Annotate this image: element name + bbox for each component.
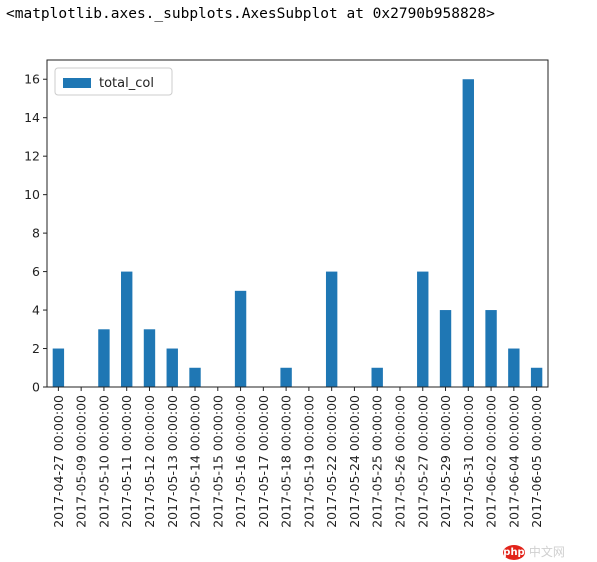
x-tick-label: 2017-06-04 00:00:00	[506, 395, 521, 528]
x-tick-label: 2017-05-27 00:00:00	[415, 395, 430, 528]
legend-box	[54, 67, 173, 96]
x-tick-label: 2017-05-10 00:00:00	[96, 395, 111, 528]
output-repr-text: <matplotlib.axes._subplots.AxesSubplot a…	[6, 6, 495, 22]
bar-2017-05-16	[234, 290, 247, 387]
watermark-text: 中文网	[528, 545, 565, 559]
y-tick-label: 0	[32, 380, 40, 395]
plot-area: 0 2 4 6 8 10 12 14 16 2017-04-27 00:00:00 2017-05-…	[24, 59, 549, 528]
y-tick-label: 6	[32, 264, 40, 279]
x-tick-label: 2017-05-25 00:00:00	[370, 395, 385, 528]
x-tick-label: 2017-05-26 00:00:00	[392, 395, 407, 528]
bar-2017-05-31	[462, 79, 474, 387]
x-tick-label: 2017-05-22 00:00:00	[324, 395, 339, 528]
x-tick-label: 2017-06-05 00:00:00	[529, 395, 544, 528]
y-tick-label: 14	[24, 110, 40, 125]
bar-2017-05-12	[143, 329, 156, 387]
bar-2017-05-10	[98, 329, 110, 387]
x-tick-label: 2017-04-27 00:00:00	[51, 395, 66, 528]
x-tick-label: 2017-05-14 00:00:00	[188, 395, 203, 528]
bar-2017-05-25	[371, 367, 383, 387]
x-tick-label: 2017-05-11 00:00:00	[119, 395, 134, 528]
bar-2017-05-14	[189, 367, 201, 387]
y-tick-label: 2	[32, 341, 40, 356]
watermark-logo: php	[503, 545, 525, 560]
x-tick-label: 2017-05-19 00:00:00	[301, 395, 316, 528]
x-tick-label: 2017-05-09 00:00:00	[74, 395, 89, 528]
x-tick-label: 2017-05-24 00:00:00	[347, 395, 362, 528]
y-tick-label: 16	[24, 72, 40, 87]
x-tick-label: 2017-05-16 00:00:00	[233, 395, 248, 528]
x-tick-label: 2017-05-31 00:00:00	[461, 395, 476, 528]
bar-2017-05-22	[325, 271, 338, 387]
x-tick-label: 2017-05-13 00:00:00	[165, 395, 180, 528]
bar-2017-05-13	[166, 348, 178, 387]
bar-2017-06-02	[485, 310, 497, 387]
y-tick-label: 4	[32, 303, 40, 318]
legend-label: total_col	[99, 76, 154, 91]
x-tick-label: 2017-05-29 00:00:00	[438, 395, 453, 528]
axes-frame	[46, 59, 549, 388]
x-tick-label: 2017-05-12 00:00:00	[142, 395, 157, 528]
x-tick-label: 2017-05-15 00:00:00	[210, 395, 225, 528]
x-tick-label: 2017-05-18 00:00:00	[279, 395, 294, 528]
bar-2017-05-29	[439, 310, 452, 387]
bar-2017-06-05	[530, 367, 543, 387]
bar-2017-06-04	[508, 348, 520, 387]
y-tick-label: 10	[24, 187, 40, 202]
bar-2017-04-27	[52, 348, 65, 387]
bar-2017-05-18	[280, 367, 292, 387]
y-tick-label: 12	[24, 149, 40, 164]
bar-2017-05-11	[121, 271, 133, 387]
y-tick-label: 8	[32, 226, 40, 241]
x-tick-label: 2017-05-17 00:00:00	[256, 395, 271, 528]
watermark: php 中文网	[503, 543, 565, 560]
x-tick-label: 2017-06-02 00:00:00	[484, 395, 499, 528]
bar-2017-05-27	[417, 271, 429, 387]
legend-swatch	[63, 78, 91, 88]
